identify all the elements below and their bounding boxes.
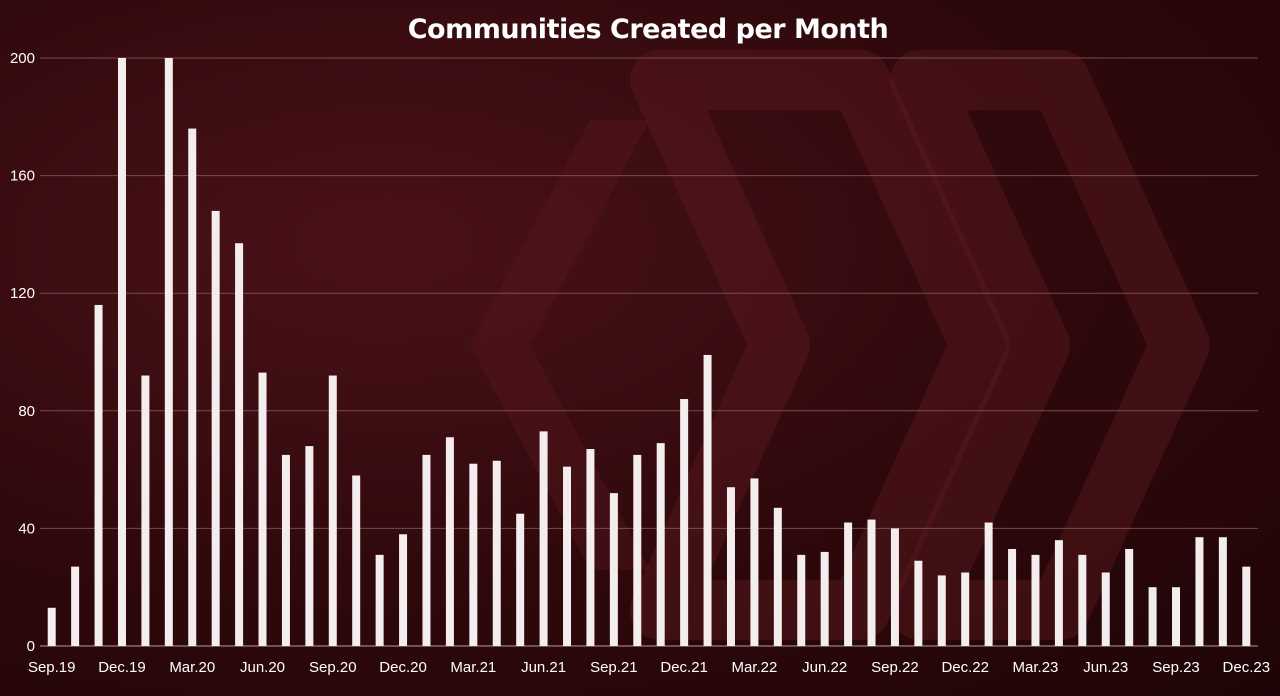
bar	[563, 466, 572, 646]
x-tick-label: Dec.21	[660, 659, 708, 676]
y-tick-label: 200	[10, 50, 35, 67]
bar	[188, 128, 197, 646]
bar	[890, 528, 899, 646]
bar	[211, 210, 220, 646]
bar	[375, 554, 384, 646]
x-tick-label: Mar.22	[731, 659, 777, 676]
x-tick-label: Sep.22	[871, 659, 919, 676]
bar	[1242, 566, 1251, 646]
bar	[1078, 554, 1087, 646]
bar	[235, 243, 244, 646]
bar	[820, 551, 829, 646]
bar	[750, 478, 759, 646]
bar	[961, 572, 970, 646]
x-tick-label: Sep.19	[28, 659, 76, 676]
x-tick-label: Mar.23	[1013, 659, 1059, 676]
bar	[656, 443, 665, 646]
bar	[1125, 548, 1134, 646]
bar	[47, 607, 56, 646]
bar	[1148, 587, 1157, 646]
bar	[305, 446, 314, 646]
x-tick-label: Jun.23	[1083, 659, 1128, 676]
bar	[867, 519, 876, 646]
bar	[445, 437, 454, 646]
x-tick-label: Mar.21	[450, 659, 496, 676]
bar	[141, 375, 150, 646]
bar	[258, 372, 267, 646]
bar	[399, 534, 408, 646]
bar	[352, 475, 361, 646]
bar	[773, 507, 782, 646]
bar	[164, 58, 173, 646]
x-tick-label: Dec.23	[1223, 659, 1271, 676]
bar	[914, 560, 923, 646]
bar	[328, 375, 337, 646]
bar	[1172, 587, 1181, 646]
bar	[492, 460, 501, 646]
y-tick-label: 80	[18, 403, 35, 420]
bar	[539, 431, 548, 646]
x-tick-label: Sep.21	[590, 659, 638, 676]
x-tick-label: Jun.21	[521, 659, 566, 676]
chart-title: Communities Created per Month	[407, 14, 889, 45]
x-tick-label: Dec.19	[98, 659, 146, 676]
y-tick-label: 160	[10, 168, 35, 185]
bar	[422, 454, 431, 646]
bar	[984, 522, 993, 646]
bar	[71, 566, 80, 646]
bar	[94, 304, 103, 646]
x-tick-label: Dec.22	[941, 659, 989, 676]
bar	[633, 454, 642, 646]
bar	[516, 513, 525, 646]
bar	[680, 399, 689, 646]
x-tick-label: Jun.20	[240, 659, 285, 676]
bar	[1195, 537, 1204, 646]
x-tick-label: Mar.20	[169, 659, 215, 676]
x-tick-label: Sep.23	[1152, 659, 1200, 676]
bar	[1218, 537, 1227, 646]
bar	[937, 575, 946, 646]
bar	[586, 449, 595, 646]
x-tick-label: Sep.20	[309, 659, 357, 676]
bar	[844, 522, 853, 646]
bar	[703, 354, 712, 646]
x-tick-label: Dec.20	[379, 659, 427, 676]
bar	[1054, 540, 1063, 646]
bar	[726, 487, 735, 646]
bar	[469, 463, 478, 646]
bar	[1101, 572, 1110, 646]
bar	[117, 58, 126, 646]
y-tick-label: 0	[27, 638, 35, 655]
bar	[797, 554, 806, 646]
bar	[281, 454, 290, 646]
x-tick-label: Jun.22	[802, 659, 847, 676]
bar	[1031, 554, 1040, 646]
bar	[1008, 548, 1017, 646]
y-tick-label: 120	[10, 285, 35, 302]
y-tick-label: 40	[18, 520, 35, 537]
bar	[609, 493, 618, 646]
